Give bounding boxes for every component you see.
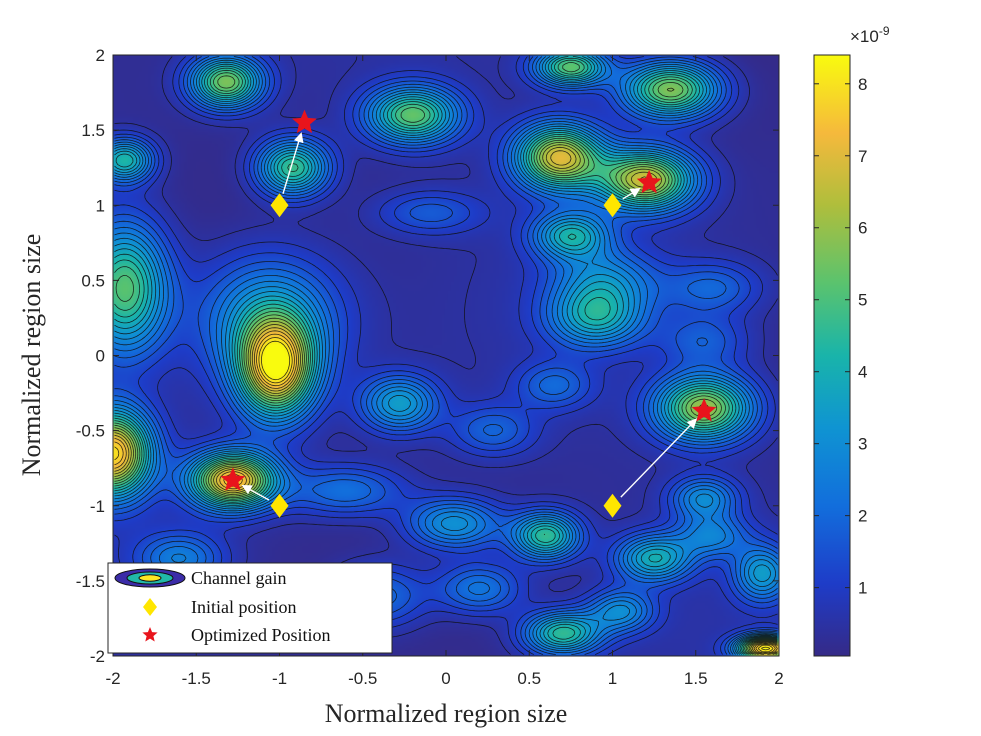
y-tick-label: -2 xyxy=(90,647,105,666)
x-tick-label: 0.5 xyxy=(517,669,541,688)
y-tick-label: -0.5 xyxy=(76,422,105,441)
y-tick-label: 1 xyxy=(96,196,105,215)
y-tick-label: 0 xyxy=(96,347,105,366)
position-markers xyxy=(220,109,717,518)
colorbar-tick-label: 5 xyxy=(858,291,867,310)
contour-swatch-icon xyxy=(114,568,186,588)
x-tick-label: -0.5 xyxy=(348,669,377,688)
colorbar-tick-label: 8 xyxy=(858,75,867,94)
y-tick-label: 1.5 xyxy=(81,121,105,140)
move-arrow xyxy=(620,418,698,498)
legend-label-optimized-position: Optimized Position xyxy=(191,625,331,645)
move-arrow xyxy=(282,132,304,194)
x-axis-ticks: -2 -1.5 -1 -0.5 0 0.5 1 1.5 2 xyxy=(105,55,784,688)
x-tick-label: -1 xyxy=(272,669,287,688)
colorbar-exponent: ×10-9 xyxy=(850,24,890,46)
x-tick-label: 0 xyxy=(441,669,450,688)
colorbar-tick-label: 6 xyxy=(858,219,867,238)
move-arrow xyxy=(241,485,270,501)
y-tick-label: -1.5 xyxy=(76,572,105,591)
x-tick-label: 2 xyxy=(774,669,783,688)
x-tick-label: 1 xyxy=(608,669,617,688)
plot-area xyxy=(112,54,780,657)
optimized-position-marker xyxy=(220,467,246,491)
legend-entry-channel-gain: Channel gain xyxy=(114,568,286,588)
y-tick-label: -1 xyxy=(90,497,105,516)
initial-position-marker xyxy=(270,193,289,218)
colorbar-tick-label: 3 xyxy=(858,435,867,454)
star-icon xyxy=(142,627,158,642)
contour-path xyxy=(114,56,778,655)
contour-lines xyxy=(114,56,778,655)
x-tick-label: -2 xyxy=(105,669,120,688)
x-axis-label: Normalized region size xyxy=(325,699,568,728)
colorbar-tick-label: 2 xyxy=(858,507,867,526)
optimized-position-marker xyxy=(636,169,662,194)
colorbar: 1 2 3 4 5 6 7 8 ×10-9 xyxy=(813,24,890,657)
legend-label-initial-position: Initial position xyxy=(191,597,297,617)
colorbar-tick-label: 7 xyxy=(858,147,867,166)
y-axis-label: Normalized region size xyxy=(17,234,46,477)
colorbar-bar xyxy=(813,54,851,657)
diamond-icon xyxy=(143,598,157,616)
initial-position-marker xyxy=(270,493,289,518)
legend-label-channel-gain: Channel gain xyxy=(191,568,286,588)
colorbar-tick-label: 4 xyxy=(858,363,867,382)
colorbar-tick-label: 1 xyxy=(858,579,867,598)
x-tick-label: -1.5 xyxy=(182,669,211,688)
move-arrows xyxy=(241,132,698,501)
colorbar-ticks: 1 2 3 4 5 6 7 8 xyxy=(814,75,867,598)
move-arrow xyxy=(622,187,641,200)
y-axis-ticks: -2 -1.5 -1 -0.5 0 0.5 1 1.5 2 xyxy=(76,46,779,666)
optimized-position-marker xyxy=(292,109,317,134)
initial-position-marker xyxy=(603,193,622,218)
initial-position-marker xyxy=(603,493,622,518)
legend: Channel gain Initial position Optimized … xyxy=(107,562,393,654)
y-tick-label: 2 xyxy=(96,46,105,65)
legend-entry-optimized-position: Optimized Position xyxy=(142,625,331,645)
legend-entry-initial-position: Initial position xyxy=(143,597,297,617)
x-tick-label: 1.5 xyxy=(684,669,708,688)
y-tick-label: 0.5 xyxy=(81,271,105,290)
optimized-position-marker xyxy=(691,398,717,422)
